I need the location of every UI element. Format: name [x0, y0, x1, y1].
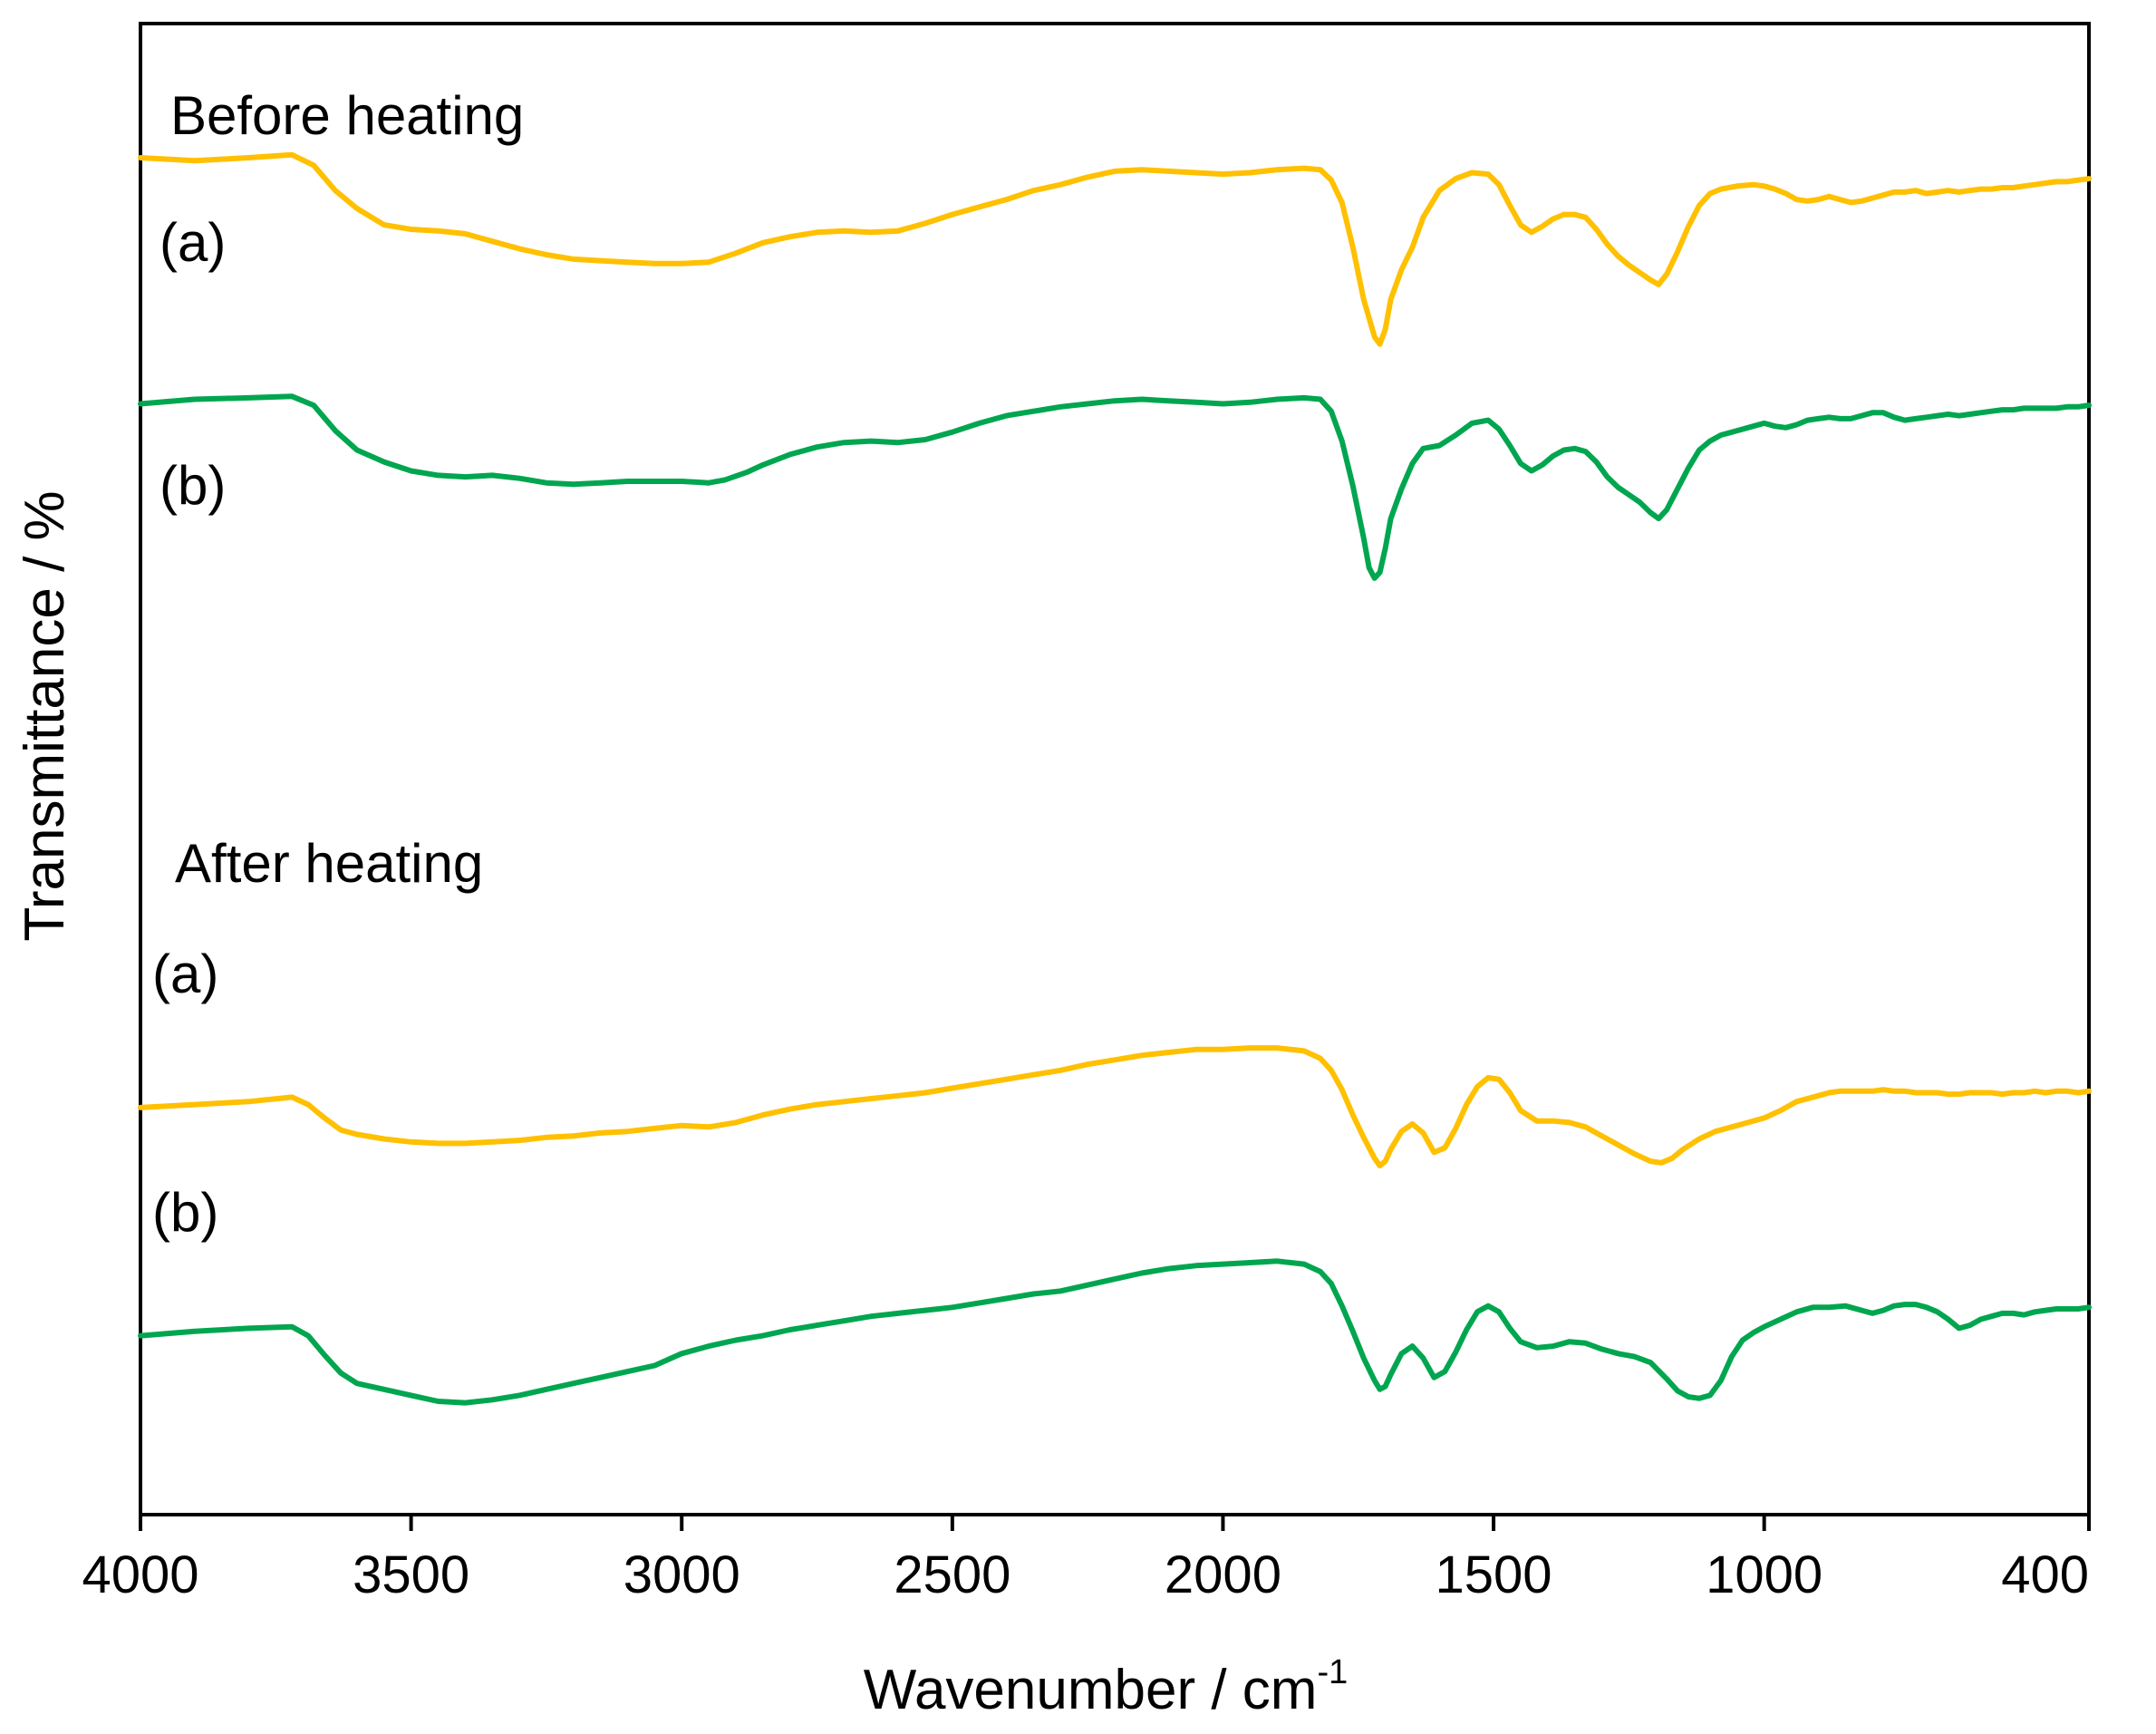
annotation-after-b: (b)	[152, 1182, 218, 1243]
annotation-after-heating: After heating	[175, 833, 483, 894]
x-tick-label: 2000	[1165, 1545, 1281, 1604]
y-axis-title: Transmittance / %	[14, 490, 76, 941]
series-line-4	[138, 1258, 2092, 1406]
x-tick-label: 1500	[1436, 1545, 1552, 1604]
x-tick-label: 1000	[1706, 1545, 1822, 1604]
plot-frame	[139, 22, 2091, 1516]
x-tick-label: 3500	[353, 1545, 469, 1604]
x-tick-label: 3000	[624, 1545, 740, 1604]
series-line-1	[138, 151, 2092, 347]
x-axis-title-main: Wavenumber / cm	[864, 1659, 1318, 1721]
annotation-before-heating: Before heating	[170, 85, 524, 146]
x-tick-label: 2500	[894, 1545, 1010, 1604]
annotation-before-a: (a)	[160, 212, 226, 273]
annotation-before-b: (b)	[160, 455, 226, 516]
series-line-3	[138, 1045, 2092, 1169]
annotation-after-a: (a)	[152, 944, 218, 1004]
x-axis-ticks: 4000 3500 3000 2500 2000 1500 1000 400	[82, 1515, 2091, 1604]
x-tick-label: 400	[2001, 1545, 2089, 1604]
x-axis-title: Wavenumber / cm-1	[864, 1653, 1349, 1721]
x-axis-title-superscript: -1	[1317, 1653, 1348, 1691]
x-tick-label: 4000	[82, 1545, 198, 1604]
series-layer	[138, 151, 2092, 1406]
series-line-2	[138, 393, 2092, 581]
